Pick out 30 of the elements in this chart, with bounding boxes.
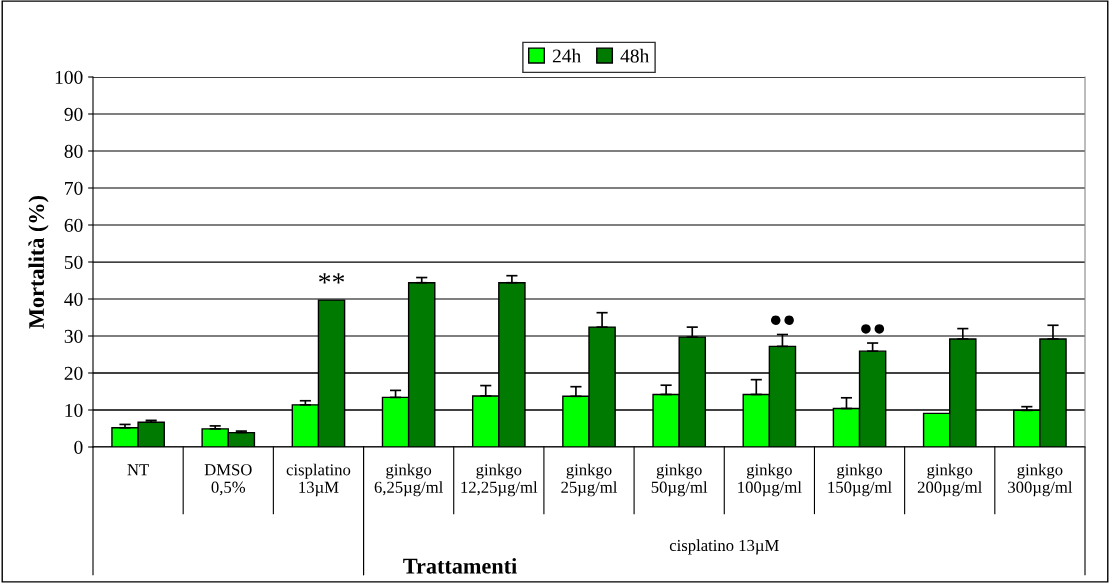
x-tick-label: NT bbox=[127, 464, 149, 476]
y-tick-label: 80 bbox=[64, 144, 83, 158]
x-tick-label: ginkgo 300µg/ml bbox=[1008, 463, 1073, 497]
y-tick-label: 50 bbox=[64, 255, 83, 269]
y-tick-label: 30 bbox=[64, 329, 83, 343]
y-tick-label: 40 bbox=[64, 292, 83, 306]
y-tick-label: 70 bbox=[65, 181, 83, 195]
x-axis-title: Trattamenti bbox=[403, 558, 517, 574]
x-tick-label: ginkgo 25µg/ml bbox=[561, 463, 618, 497]
x-tick-label: ginkgo 6,25µg/ml bbox=[374, 463, 443, 497]
x-tick-label: DMSO 0,5% bbox=[204, 464, 252, 496]
annotation: ●● bbox=[861, 324, 885, 334]
y-tick-label: 60 bbox=[64, 218, 83, 232]
x-tick-label: cisplatino 13µM bbox=[286, 463, 351, 497]
y-tick-label: 90 bbox=[64, 107, 83, 121]
text: cisplatino 13µM bbox=[669, 539, 779, 555]
y-tick-label: 10 bbox=[65, 403, 83, 417]
y-tick-label: 0 bbox=[74, 440, 83, 454]
x-tick-label: ginkgo 100µg/ml bbox=[738, 463, 802, 497]
x-tick-label: ginkgo 200µg/ml bbox=[917, 463, 982, 497]
y-tick-label: 20 bbox=[64, 366, 83, 380]
x-tick-label: ginkgo 50µg/ml bbox=[651, 463, 708, 497]
x-tick-label: ginkgo 150µg/ml bbox=[828, 463, 892, 497]
x-tick-label: ginkgo 12,25µg/ml bbox=[461, 463, 538, 497]
y-axis-title: Mortalità (%) bbox=[28, 196, 49, 329]
y-tick-label: 100 bbox=[55, 70, 83, 84]
legend-label: 24h bbox=[552, 48, 581, 63]
annotation: ●● bbox=[770, 315, 794, 326]
legend-label: 48h bbox=[620, 48, 650, 63]
annotation: ** bbox=[319, 273, 345, 284]
